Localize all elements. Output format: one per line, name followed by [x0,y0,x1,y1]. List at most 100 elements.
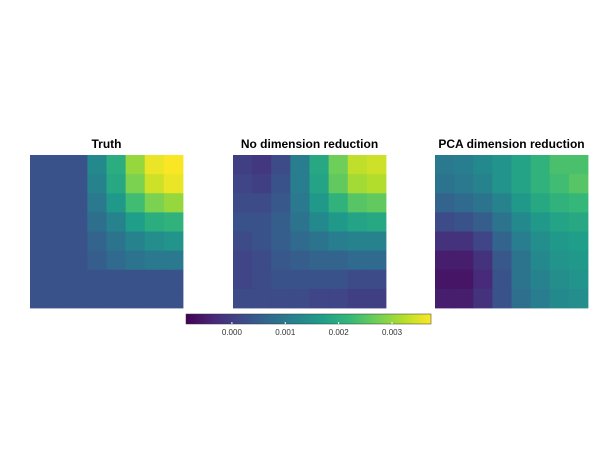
heat-cell [106,193,127,213]
heat-cell [435,212,455,232]
heat-cell [530,269,551,290]
heat-cell [290,174,310,194]
heat-cell [125,231,146,252]
heat-cell [454,269,474,290]
heat-cell [454,231,474,252]
heat-cell [30,250,50,271]
heat-cell [87,231,107,252]
heat-cell [290,288,310,309]
heat-cell [328,250,349,271]
heat-cell [106,288,127,309]
heat-cell [271,231,291,252]
heat-cell [435,288,455,309]
heat-cell [271,269,291,290]
heat-cell [106,250,127,271]
heat-cell [366,288,387,309]
heat-cell [106,231,127,252]
heat-cell [309,269,330,290]
heat-cell [492,231,512,252]
heat-cell [347,212,368,232]
heat-cell [163,174,184,194]
heat-cell [290,212,310,232]
heat-cell [49,250,69,271]
heat-cell [163,155,184,175]
heat-cell [30,288,50,309]
heat-cell [309,193,330,213]
heat-cell [473,212,493,232]
heat-cell [163,231,184,252]
heat-cell [252,155,272,175]
heat-cell [328,174,349,194]
heat-cell [49,155,69,175]
heat-cell [163,288,184,309]
heat-cell [144,193,165,213]
heat-cell [233,155,253,175]
heat-cell [511,250,532,271]
colorbar-tick-label: 0.001 [275,328,296,337]
heat-cell [568,250,589,271]
panel-title: No dimension reduction [241,137,378,151]
heat-cell [163,193,184,213]
heat-cell [233,231,253,252]
heat-cell [106,212,127,232]
heat-cell [49,174,69,194]
heat-cell [492,174,512,194]
heat-cell [435,250,455,271]
heat-cell [530,155,551,175]
heat-cell [328,231,349,252]
heat-cell [125,193,146,213]
heat-cell [144,155,165,175]
heat-cell [347,231,368,252]
heat-cell [144,212,165,232]
heat-cell [144,174,165,194]
heat-cell [163,250,184,271]
heat-cell [87,288,107,309]
heat-cell [568,174,589,194]
heat-cell [309,231,330,252]
heat-cell [435,231,455,252]
heat-cell [252,231,272,252]
heat-cell [492,212,512,232]
heat-cell [511,231,532,252]
heat-cell [233,212,253,232]
heat-cell [87,269,107,290]
heat-cell [511,155,532,175]
heat-cell [435,269,455,290]
heat-cell [549,155,570,175]
heat-cell [347,174,368,194]
heat-cell [549,269,570,290]
heat-cell [252,288,272,309]
heat-cell [473,155,493,175]
heat-cell [290,250,310,271]
heat-cell [125,174,146,194]
heat-cell [68,250,88,271]
colorbar [185,313,432,325]
heat-cell [30,155,50,175]
heat-cell [511,269,532,290]
heat-cell [106,269,127,290]
heat-cell [549,231,570,252]
heat-cell [435,193,455,213]
heat-cell [87,250,107,271]
heat-cell [252,193,272,213]
heat-cell [252,250,272,271]
heat-cell [68,269,88,290]
heat-cell [454,288,474,309]
heat-cell [568,231,589,252]
heat-cell [68,174,88,194]
heat-cell [68,212,88,232]
heat-cell [252,269,272,290]
heat-cell [30,212,50,232]
heat-cell [549,250,570,271]
heat-cell [163,269,184,290]
heat-cell [549,174,570,194]
heat-cell [454,155,474,175]
heat-cell [290,231,310,252]
heat-cell [252,174,272,194]
heat-cell [106,174,127,194]
heat-cell [492,269,512,290]
heat-cell [530,231,551,252]
heat-cell [87,174,107,194]
heat-cell [435,155,455,175]
